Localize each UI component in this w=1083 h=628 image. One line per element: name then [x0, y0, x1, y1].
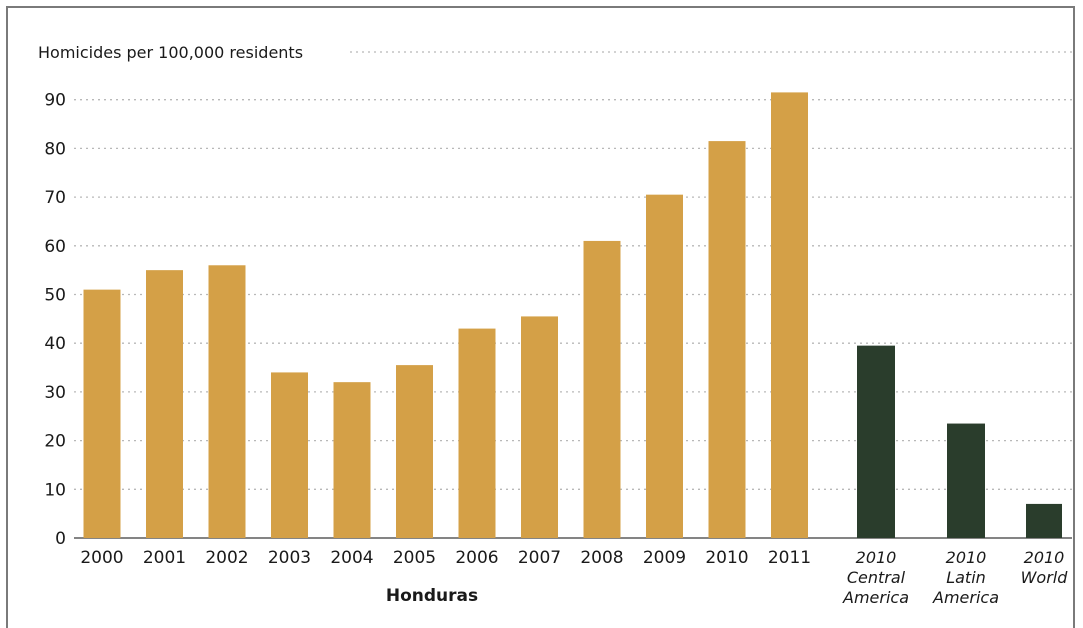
x-label-2001: 2001 [143, 548, 186, 568]
x-label-2010-latin-america-line-3: America [932, 588, 999, 607]
x-label-2010-latin-america-line-2: Latin [946, 568, 986, 587]
x-label-2002: 2002 [205, 548, 248, 568]
y-tick-label: 0 [55, 529, 66, 549]
bar-2009 [646, 194, 683, 539]
bar-2010-world [1026, 503, 1062, 538]
x-label-2010: 2010 [705, 548, 748, 568]
bar-2003 [271, 372, 308, 538]
bar-2010-central-america [857, 345, 895, 538]
x-label-2010-central-america-line-2: Central [847, 568, 906, 587]
bar-2001 [146, 270, 183, 538]
bar-2000 [83, 289, 121, 538]
x-label-2010-central-america-line-1: 2010 [856, 548, 897, 567]
bar-2006 [458, 328, 496, 538]
bar-2005 [396, 365, 433, 538]
bar-2010 [708, 141, 746, 538]
group-label-honduras: Honduras [386, 586, 478, 606]
x-label-2010-central-america-line-3: America [842, 588, 909, 607]
x-label-2010-world-line-1: 2010 [1024, 548, 1065, 567]
bar-2008 [583, 240, 621, 538]
y-tick-label: 70 [44, 188, 66, 208]
y-axis-label: Homicides per 100,000 residents [38, 43, 303, 62]
x-label-2008: 2008 [580, 548, 623, 568]
x-label-2011: 2011 [768, 548, 811, 568]
x-label-2006: 2006 [455, 548, 498, 568]
x-label-2005: 2005 [393, 548, 436, 568]
bar-2010-latin-america [947, 423, 985, 538]
x-label-2004: 2004 [330, 548, 373, 568]
y-tick-label: 40 [44, 334, 66, 354]
bar-2007 [521, 316, 558, 538]
bar-2004 [333, 382, 371, 538]
x-axis-labels: 2000 2001 2002 2003 2004 2005 2006 2007 2008 2009… [80, 548, 1068, 607]
y-tick-label: 80 [44, 139, 66, 159]
bar-2002 [208, 265, 246, 538]
y-tick-label: 20 [44, 432, 66, 452]
bars [83, 92, 1062, 539]
y-tick-label: 50 [44, 286, 66, 306]
y-tick-label: 10 [44, 480, 66, 500]
x-label-2010-world-line-2: World [1021, 568, 1069, 587]
y-tick-label: 90 [44, 91, 66, 111]
x-label-2007: 2007 [518, 548, 561, 568]
x-label-2000: 2000 [80, 548, 123, 568]
y-tick-label: 30 [44, 383, 66, 403]
y-axis-ticks: 0 10 20 30 40 50 60 70 80 90 [44, 91, 66, 549]
x-label-2010-latin-america-line-1: 2010 [946, 548, 987, 567]
gridlines [74, 51, 1072, 539]
x-label-2009: 2009 [643, 548, 686, 568]
x-label-2003: 2003 [268, 548, 311, 568]
bar-2011 [771, 92, 808, 539]
y-tick-label: 60 [44, 237, 66, 257]
